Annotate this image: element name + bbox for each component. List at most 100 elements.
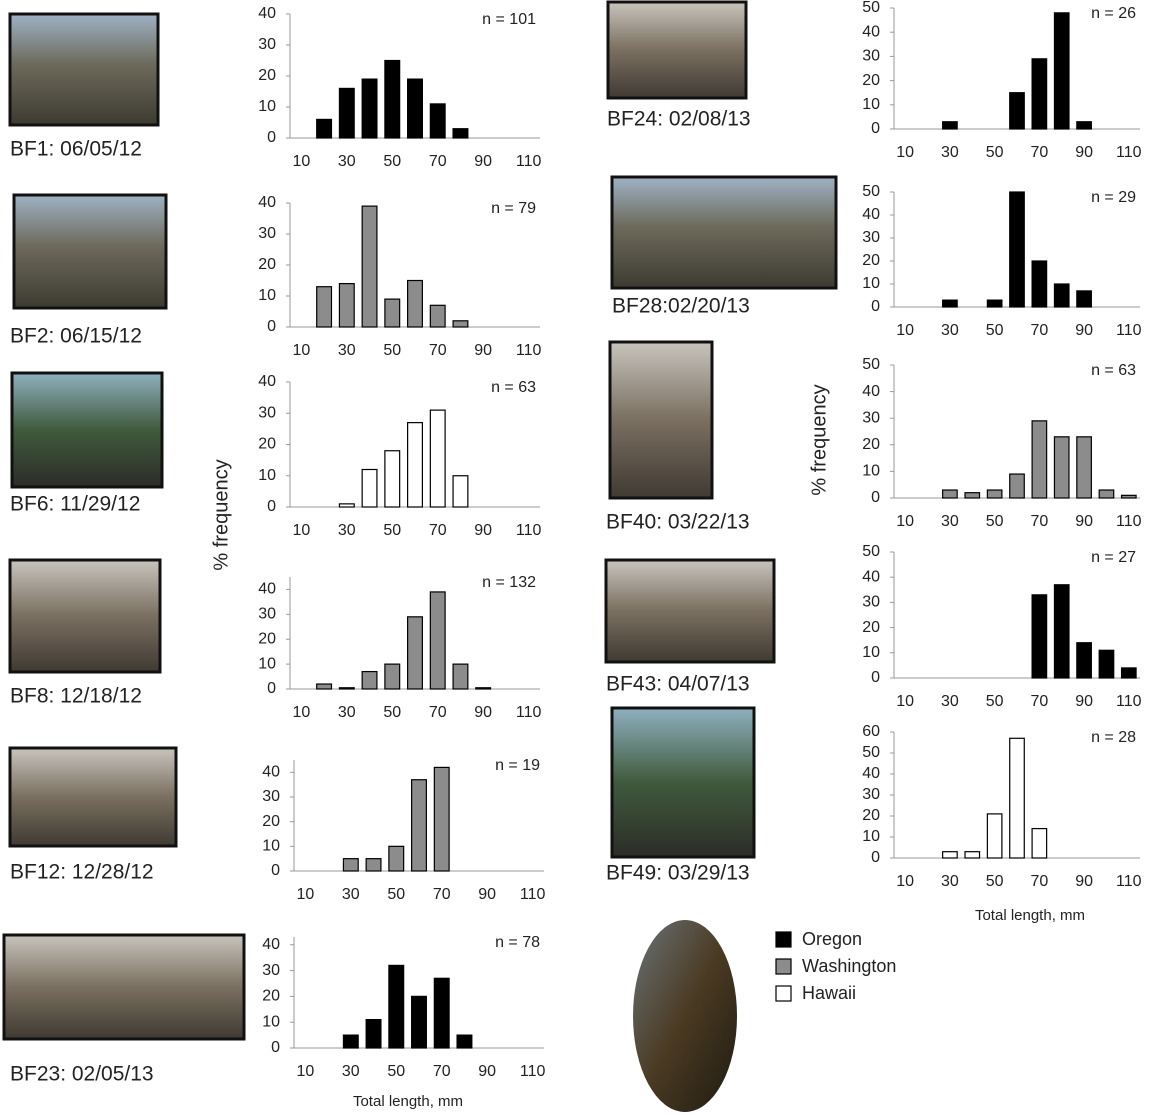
bar: [1053, 436, 1070, 499]
bar: [1098, 489, 1115, 499]
y-tick-label: 10: [262, 838, 280, 855]
y-tick-label: 30: [862, 594, 880, 611]
y-tick-label: 0: [267, 129, 276, 146]
x-tick-label: 10: [896, 693, 914, 710]
x-axis-title: Total length, mm: [353, 1093, 463, 1110]
x-axis-title: Total length, mm: [975, 907, 1085, 924]
x-tick-label: 10: [292, 704, 310, 721]
x-tick-label: 70: [1030, 513, 1048, 530]
caption: BF24: 02/08/13: [607, 108, 751, 131]
x-tick-label: 50: [986, 322, 1004, 339]
y-tick-label: 20: [862, 619, 880, 636]
x-tick-label: 110: [516, 522, 542, 539]
photo: [608, 340, 714, 500]
y-tick-label: 20: [258, 630, 276, 647]
x-tick-label: 90: [1075, 513, 1093, 530]
caption: BF40: 03/22/13: [606, 511, 750, 534]
y-tick-label: 0: [271, 862, 280, 879]
y-tick-label: 50: [862, 356, 880, 373]
bar: [1053, 584, 1070, 679]
y-tick-label: 10: [258, 98, 276, 115]
x-tick-label: 50: [986, 144, 1004, 161]
x-tick-label: 90: [474, 704, 492, 721]
x-tick-label: 110: [1116, 693, 1142, 710]
y-tick-label: 20: [862, 807, 880, 824]
bar: [361, 670, 378, 690]
caption: BF8: 12/18/12: [10, 685, 142, 708]
x-tick-label: 50: [383, 704, 401, 721]
y-tick-label: 50: [862, 183, 880, 200]
bar: [384, 663, 401, 690]
y-tick-label: 10: [862, 828, 880, 845]
y-tick-label: 0: [871, 849, 880, 866]
y-tick-label: 0: [267, 498, 276, 515]
y-tick-label: 10: [262, 1013, 280, 1030]
y-tick-label: 30: [862, 786, 880, 803]
y-tick-label: 0: [871, 489, 880, 506]
x-tick-label: 50: [383, 522, 401, 539]
x-tick-label: 10: [896, 873, 914, 890]
bar: [342, 1034, 359, 1049]
bar: [1053, 283, 1070, 308]
bar: [1009, 737, 1025, 859]
x-tick-label: 30: [941, 513, 959, 530]
x-tick-label: 50: [387, 1063, 405, 1080]
n-label: n = 27: [1091, 549, 1136, 566]
n-label: n = 63: [1091, 362, 1136, 379]
caption: BF12: 12/28/12: [10, 861, 154, 884]
n-label: n = 26: [1091, 5, 1136, 22]
x-tick-label: 90: [1075, 322, 1093, 339]
x-tick-label: 70: [1030, 873, 1048, 890]
n-label: n = 29: [1091, 189, 1136, 206]
bar: [942, 299, 958, 308]
caption: BF49: 03/29/13: [606, 862, 750, 885]
bar: [1076, 642, 1092, 679]
bar: [338, 87, 355, 139]
x-tick-label: 90: [1075, 144, 1093, 161]
bar: [1120, 494, 1137, 499]
caption: BF1: 06/05/12: [10, 138, 142, 161]
legend-label: Oregon: [802, 929, 862, 949]
bar: [365, 1019, 382, 1049]
y-tick-label: 20: [258, 67, 276, 84]
caption: BF2: 06/15/12: [10, 325, 142, 348]
bar: [986, 813, 1003, 859]
y-tick-label: 0: [271, 1039, 280, 1056]
n-label: n = 19: [495, 757, 540, 774]
photo: [610, 706, 756, 859]
x-tick-label: 110: [1116, 322, 1142, 339]
y-tick-label: 10: [862, 463, 880, 480]
x-tick-label: 10: [292, 522, 310, 539]
x-tick-label: 30: [941, 144, 959, 161]
x-tick-label: 10: [896, 144, 914, 161]
photo: [12, 193, 168, 310]
bar: [1053, 12, 1070, 130]
x-tick-label: 10: [296, 886, 314, 903]
x-tick-label: 30: [338, 153, 356, 170]
bar: [338, 283, 355, 328]
bar: [456, 1034, 473, 1049]
bar: [942, 121, 958, 130]
caption: BF6: 11/29/12: [10, 493, 140, 516]
x-tick-label: 30: [338, 704, 356, 721]
bar: [1009, 92, 1025, 130]
y-axis-title: % frequency: [808, 384, 830, 495]
x-tick-label: 70: [429, 153, 447, 170]
n-label: n = 63: [491, 379, 536, 396]
y-tick-label: 30: [258, 404, 276, 421]
bar: [1009, 191, 1025, 308]
photo: [10, 371, 164, 489]
bar: [338, 687, 355, 690]
x-tick-label: 110: [516, 153, 542, 170]
y-tick-label: 10: [862, 96, 880, 113]
y-tick-label: 0: [267, 318, 276, 335]
x-tick-label: 30: [941, 693, 959, 710]
photo: [2, 933, 246, 1041]
bar: [452, 128, 469, 139]
y-tick-label: 30: [258, 36, 276, 53]
bar: [429, 409, 446, 508]
y-tick-label: 20: [262, 813, 280, 830]
y-tick-label: 40: [258, 373, 276, 390]
photo: [606, 0, 748, 100]
